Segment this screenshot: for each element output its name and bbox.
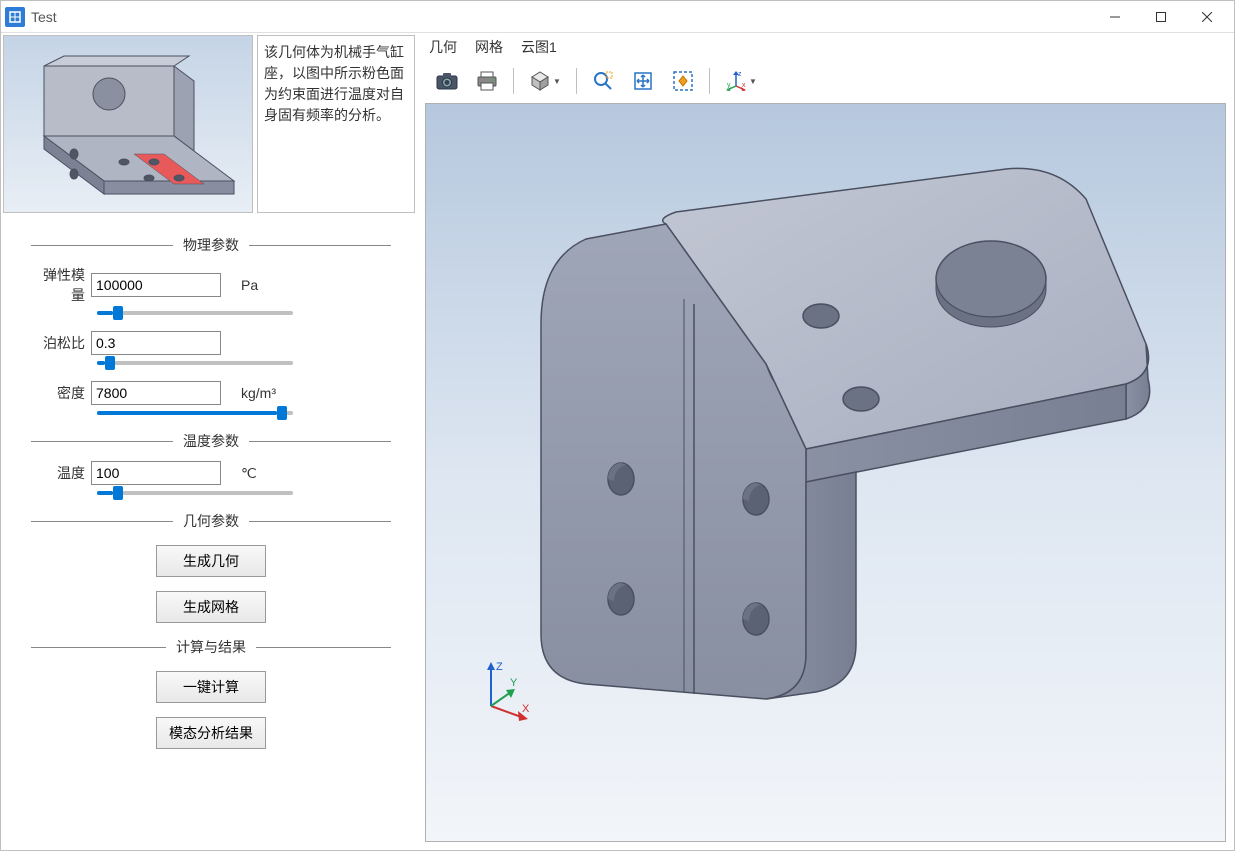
viewport-tabs: 几何 网格 云图1 [425,35,1226,63]
app-window: Test [0,0,1235,851]
density-slider[interactable] [31,411,391,415]
print-icon[interactable] [469,65,505,97]
gen-geom-button[interactable]: 生成几何 [156,545,266,577]
group-temperature: 温度参数 [31,431,391,451]
chevron-down-icon: ▼ [553,77,561,86]
window-controls [1092,2,1230,32]
svg-text:Z: Z [496,661,503,673]
gen-mesh-button[interactable]: 生成网格 [156,591,266,623]
svg-text:x: x [742,82,746,89]
screenshot-icon[interactable] [429,65,465,97]
close-button[interactable] [1184,2,1230,32]
temp-input[interactable] [91,461,221,485]
elastic-slider[interactable] [31,311,391,315]
temp-row: 温度 ℃ [31,461,391,485]
elastic-input[interactable] [91,273,221,297]
zoom-window-icon[interactable] [585,65,621,97]
elastic-label: 弹性模量 [31,265,91,305]
svg-text:X: X [522,703,530,715]
poisson-row: 泊松比 [31,331,391,355]
viewport-toolbar: ▼ z [425,63,1226,103]
temp-slider[interactable] [31,491,391,495]
description-box: 该几何体为机械手气缸座，以图中所示粉色面为约束面进行温度对自身固有频率的分析。 [257,35,415,213]
preview-thumbnail [3,35,253,213]
left-panel: 该几何体为机械手气缸座，以图中所示粉色面为约束面进行温度对自身固有频率的分析。 … [1,33,421,850]
density-row: 密度 kg/m³ [31,381,391,405]
elastic-unit: Pa [241,277,258,293]
temp-unit: ℃ [241,465,257,482]
density-input[interactable] [91,381,221,405]
top-row: 该几何体为机械手气缸座，以图中所示粉色面为约束面进行温度对自身固有频率的分析。 [3,35,421,213]
toolbar-separator-2 [576,68,577,94]
app-icon [5,7,25,27]
maximize-button[interactable] [1138,2,1184,32]
params-container: 物理参数 弹性模量 Pa 泊松比 [1,213,421,763]
zoom-selection-icon[interactable] [665,65,701,97]
density-unit: kg/m³ [241,385,276,401]
minimize-button[interactable] [1092,2,1138,32]
svg-text:z: z [738,71,742,78]
fit-view-icon[interactable] [625,65,661,97]
content-area: 该几何体为机械手气缸座，以图中所示粉色面为约束面进行温度对自身固有频率的分析。 … [1,33,1234,850]
axis-orientation-icon[interactable]: z x y ▼ [718,65,764,97]
chevron-down-icon: ▼ [749,77,757,86]
tab-cloud[interactable]: 云图1 [521,37,557,57]
poisson-input[interactable] [91,331,221,355]
result-button[interactable]: 模态分析结果 [156,717,266,749]
axis-indicator: Z X Y [466,656,536,731]
group-compute: 计算与结果 [31,637,391,657]
compute-button[interactable]: 一键计算 [156,671,266,703]
toolbar-separator-3 [709,68,710,94]
poisson-label: 泊松比 [31,333,91,353]
right-panel: 几何 网格 云图1 ▼ [421,33,1234,850]
window-title: Test [31,9,1092,25]
titlebar: Test [1,1,1234,33]
temp-label: 温度 [31,463,91,483]
view-mode-icon[interactable]: ▼ [522,65,568,97]
tab-geometry[interactable]: 几何 [429,37,457,57]
svg-text:y: y [727,82,731,89]
tab-mesh[interactable]: 网格 [475,37,503,57]
density-label: 密度 [31,383,91,403]
elastic-row: 弹性模量 Pa [31,265,391,305]
toolbar-separator-1 [513,68,514,94]
group-physical: 物理参数 [31,235,391,255]
svg-text:Y: Y [510,677,518,689]
poisson-slider[interactable] [31,361,391,365]
viewport-3d[interactable]: Z X Y [425,103,1226,842]
group-geometry: 几何参数 [31,511,391,531]
